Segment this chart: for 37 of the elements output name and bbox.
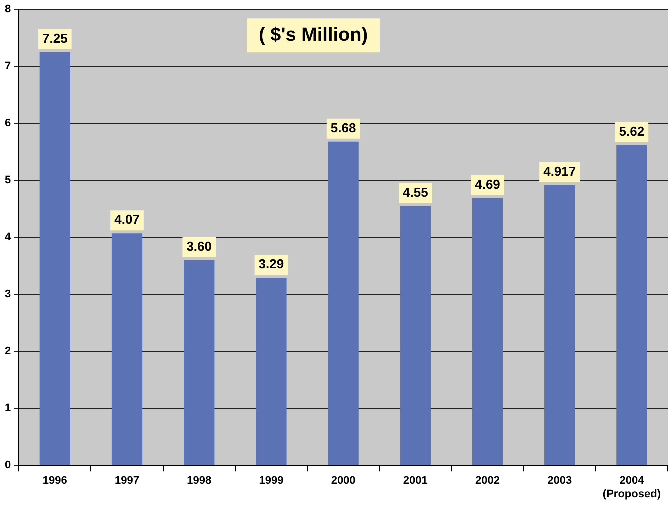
x-tick-label: 1997 bbox=[115, 475, 140, 488]
data-label: 3.60 bbox=[186, 238, 212, 254]
y-tick-label: 6 bbox=[4, 118, 12, 130]
x-tick-label: 2004 (Proposed) bbox=[602, 475, 662, 500]
y-tick-label: 3 bbox=[4, 288, 12, 301]
bar bbox=[112, 234, 143, 466]
y-tick-label: 8 bbox=[4, 4, 12, 16]
data-label: 5.62 bbox=[619, 124, 645, 139]
bar bbox=[256, 278, 287, 466]
y-tick-label: 1 bbox=[4, 402, 12, 415]
x-tick-label: 1999 bbox=[259, 475, 284, 488]
data-label: 5.68 bbox=[330, 120, 356, 136]
y-tick-label: 5 bbox=[4, 174, 12, 187]
bar bbox=[40, 52, 70, 466]
data-label: 4.69 bbox=[475, 176, 500, 192]
bar bbox=[400, 206, 431, 466]
data-label: 4.07 bbox=[114, 212, 140, 228]
y-tick-label: 7 bbox=[4, 60, 12, 73]
bar bbox=[472, 198, 504, 466]
data-label: 7.25 bbox=[42, 30, 68, 46]
x-tick-label: 2002 bbox=[476, 475, 500, 488]
x-tick-label: 1998 bbox=[187, 475, 212, 488]
bar bbox=[616, 145, 648, 466]
x-tick-label: 2001 bbox=[403, 475, 428, 488]
data-label: 4.55 bbox=[403, 184, 428, 200]
x-tick-label: 1996 bbox=[42, 475, 68, 488]
x-tick-label: 2000 bbox=[331, 475, 356, 488]
text: ( $'s Million) bbox=[259, 24, 368, 46]
bar bbox=[328, 142, 359, 466]
bar bbox=[544, 185, 576, 466]
x-tick-label: 2003 bbox=[548, 475, 572, 488]
data-label: 3.29 bbox=[258, 256, 284, 272]
y-tick-label: 4 bbox=[4, 232, 12, 244]
y-tick-label: 2 bbox=[4, 346, 12, 358]
data-label: 4.917 bbox=[544, 164, 576, 179]
y-tick-label: 0 bbox=[4, 460, 12, 472]
bar bbox=[184, 260, 215, 466]
